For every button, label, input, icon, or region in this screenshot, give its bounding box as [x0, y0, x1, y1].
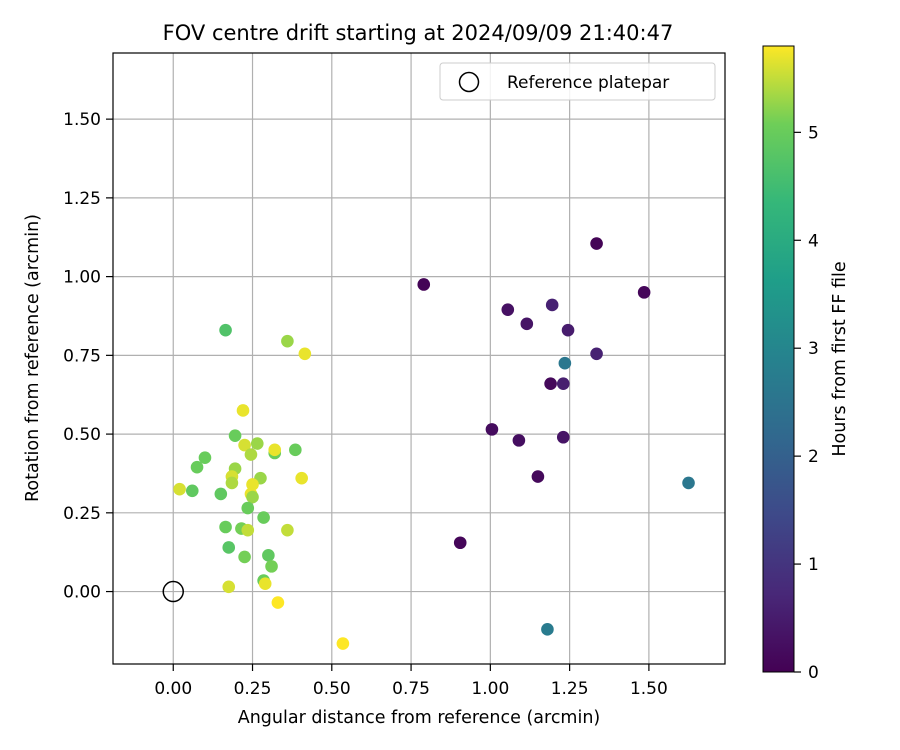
colorbar-tick-label: 1 [808, 555, 819, 575]
scatter-point [198, 451, 212, 465]
scatter-point [453, 536, 467, 550]
scatter-point [241, 523, 255, 537]
scatter-point [561, 323, 575, 337]
scatter-point [236, 404, 250, 417]
scatter-point [556, 430, 570, 444]
colorbar-tick-label: 0 [808, 663, 819, 683]
plot-frame [112, 52, 726, 665]
colorbar-tick-label: 3 [808, 339, 819, 359]
scatter-point [238, 550, 251, 564]
scatter-point [185, 484, 199, 498]
x-tick-label: 0.00 [154, 679, 192, 699]
scatter-point [336, 637, 350, 650]
colorbar: 0 1 2 3 4 5 Hours from first FF file [762, 45, 850, 683]
reference-platepar-marker [162, 580, 184, 603]
scatter-point [246, 478, 259, 491]
x-tick-label: 0.50 [313, 679, 351, 699]
scatter-point [241, 501, 255, 515]
scatter-point [262, 549, 275, 562]
scatter-point [637, 286, 651, 299]
grid [113, 53, 725, 664]
legend-box [439, 62, 716, 101]
scatter-point [281, 334, 294, 348]
scatter-point [501, 303, 515, 316]
x-tick-label: 0.25 [234, 679, 272, 699]
scatter-point [265, 560, 278, 573]
legend: Reference platepar [439, 62, 716, 101]
scatter-point [682, 476, 695, 490]
scatter-point [544, 377, 557, 390]
scatter-point [222, 580, 236, 594]
scatter-point [485, 423, 499, 436]
x-tick-label: 1.25 [551, 679, 589, 699]
scatter-point [228, 429, 242, 442]
colorbar-ticks: 0 1 2 3 4 5 [794, 123, 819, 683]
colorbar-label: Hours from first FF file [830, 261, 850, 456]
x-axis-label: Angular distance from reference (arcmin) [238, 708, 601, 728]
scatter-point [271, 596, 285, 609]
colorbar-tick-label: 4 [808, 231, 819, 251]
scatter-point [541, 623, 554, 636]
scatter-point [531, 470, 545, 483]
scatter-point [295, 471, 308, 485]
scatter-point [298, 347, 312, 361]
y-tick-label: 0.75 [63, 346, 101, 366]
scatter-point [244, 448, 258, 461]
legend-reference-marker [458, 71, 480, 93]
y-tick-label: 0.50 [63, 425, 101, 445]
scatter-point [222, 541, 236, 554]
legend-entry-reference: Reference platepar [507, 73, 669, 93]
scatter-point [590, 237, 603, 250]
colorbar-gradient [762, 45, 795, 673]
colorbar-tick-label: 2 [808, 447, 819, 467]
scatter-point [556, 377, 570, 390]
scatter-point [257, 511, 270, 524]
y-tick-label: 1.25 [63, 189, 101, 209]
scatter-point [281, 523, 294, 537]
scatter-point [558, 356, 572, 370]
scatter-point [219, 520, 232, 534]
y-tick-label: 1.00 [63, 268, 101, 288]
y-axis-ticks: 0.00 0.25 0.50 0.75 1.00 1.25 1.50 [63, 110, 113, 603]
scatter-point [512, 434, 526, 447]
data-points [173, 237, 695, 650]
x-axis-ticks: 0.00 0.25 0.50 0.75 1.00 1.25 1.50 [154, 664, 668, 699]
scatter-point [246, 490, 259, 504]
colorbar-tick-label: 5 [808, 123, 819, 143]
y-axis-label: Rotation from reference (arcmin) [23, 214, 43, 502]
scatter-point [268, 443, 282, 457]
scatter-point [219, 323, 232, 337]
scatter-point [520, 317, 534, 331]
scatter-point [190, 460, 204, 474]
scatter-point [590, 347, 603, 361]
chart-title: FOV centre drift starting at 2024/09/09 … [163, 21, 674, 45]
scatter-point [250, 437, 264, 450]
scatter-point [173, 482, 186, 496]
reference-marker-layer [162, 580, 184, 603]
scatter-point [238, 438, 251, 452]
scatter-point [214, 487, 228, 501]
scatter-point [258, 577, 272, 590]
x-tick-label: 0.75 [392, 679, 430, 699]
y-tick-label: 0.25 [63, 504, 101, 524]
x-tick-label: 1.50 [630, 679, 668, 699]
y-tick-label: 1.50 [63, 110, 101, 130]
scatter-point [225, 476, 239, 490]
scatter-point [289, 443, 302, 457]
scatter-point [545, 298, 559, 312]
scatter-point [417, 278, 431, 291]
x-tick-label: 1.00 [471, 679, 509, 699]
y-tick-label: 0.00 [63, 583, 101, 603]
